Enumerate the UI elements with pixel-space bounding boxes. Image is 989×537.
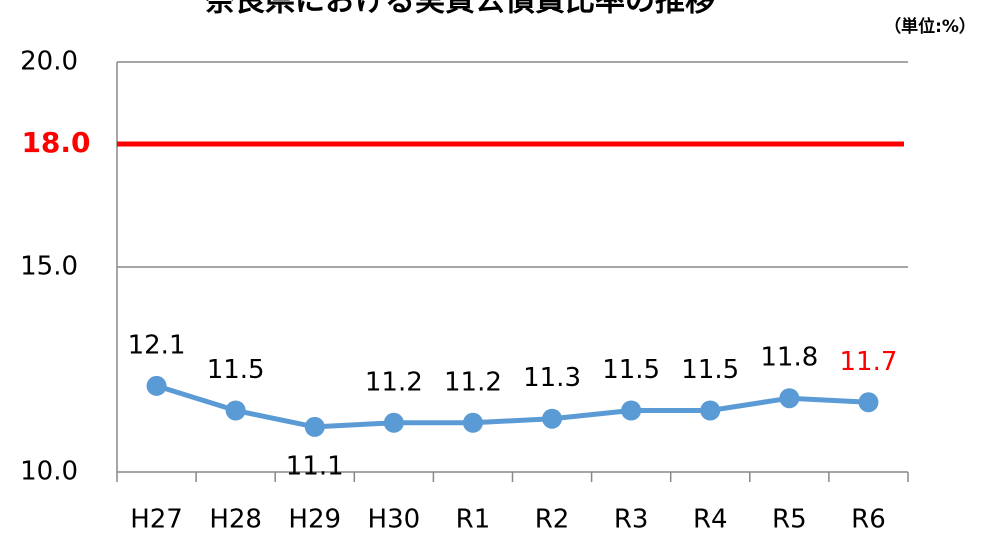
chart-title: 奈良県における実質公債費比率の推移	[204, 0, 715, 19]
point	[146, 375, 167, 396]
point	[462, 412, 483, 433]
reference-label: 18.0	[21, 126, 90, 159]
point	[779, 388, 800, 409]
data-label: 11.1	[286, 451, 344, 481]
point	[225, 400, 246, 421]
x-tick-label: R2	[535, 505, 570, 535]
y-tick-label: 20.0	[20, 47, 78, 77]
data-label: 11.3	[523, 363, 581, 393]
data-label: 11.5	[207, 355, 265, 385]
x-tick-label: R6	[851, 505, 886, 535]
point	[383, 412, 404, 433]
point	[700, 400, 721, 421]
data-label: 11.5	[602, 355, 660, 385]
point	[304, 416, 325, 437]
data-label: 11.7	[840, 347, 898, 377]
line	[155, 383, 869, 430]
y-tick-label: 10.0	[20, 457, 78, 487]
data-label: 11.2	[365, 367, 423, 397]
x-tick-label: H27	[130, 505, 183, 535]
x-tick-label: R4	[693, 505, 728, 535]
x-tick-label: R3	[614, 505, 649, 535]
x-tick-label: R5	[772, 505, 807, 535]
point	[542, 408, 563, 429]
data-label: 11.5	[681, 355, 739, 385]
unit-label: （単位:%）	[884, 16, 976, 37]
data-label: 12.1	[128, 330, 186, 360]
point	[621, 400, 642, 421]
x-tick-label: H29	[288, 505, 341, 535]
data-label: 11.8	[760, 343, 818, 373]
x-tick-label: H30	[368, 505, 421, 535]
x-tick-label: H28	[209, 505, 262, 535]
point	[858, 392, 879, 413]
data-label: 11.2	[444, 367, 502, 397]
x-tick-label: R1	[456, 505, 491, 535]
y-tick-label: 15.0	[20, 252, 78, 282]
